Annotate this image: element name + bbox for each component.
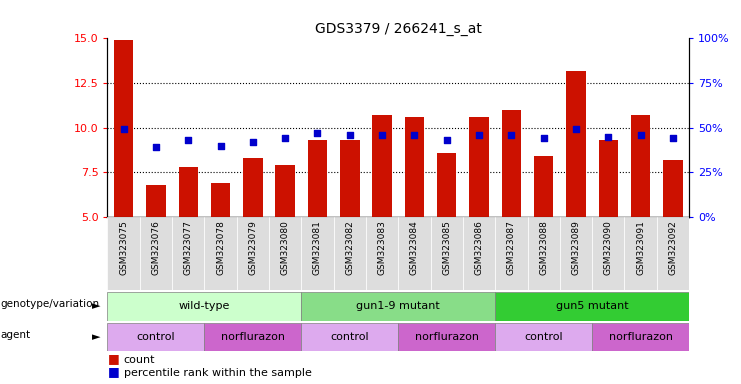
Bar xyxy=(463,217,495,290)
Text: ■: ■ xyxy=(107,365,119,378)
Text: GSM323080: GSM323080 xyxy=(281,220,290,275)
Bar xyxy=(269,217,302,290)
Text: GSM323078: GSM323078 xyxy=(216,220,225,275)
Text: ►: ► xyxy=(92,332,101,342)
Text: GSM323081: GSM323081 xyxy=(313,220,322,275)
Bar xyxy=(205,323,302,351)
Bar xyxy=(107,292,302,321)
Text: genotype/variation: genotype/variation xyxy=(1,299,100,310)
Text: count: count xyxy=(124,355,156,365)
Bar xyxy=(502,110,521,217)
Bar xyxy=(528,217,560,290)
Bar xyxy=(657,217,689,290)
Bar xyxy=(495,217,528,290)
Point xyxy=(150,144,162,151)
Text: GSM323092: GSM323092 xyxy=(668,220,677,275)
Bar xyxy=(236,217,269,290)
Bar xyxy=(599,140,618,217)
Text: control: control xyxy=(330,332,369,342)
Bar xyxy=(308,140,328,217)
Bar xyxy=(592,217,625,290)
Point xyxy=(635,132,647,138)
Text: GSM323091: GSM323091 xyxy=(637,220,645,275)
Bar xyxy=(469,117,489,217)
Bar xyxy=(146,185,165,217)
Bar xyxy=(534,156,554,217)
Point xyxy=(344,132,356,138)
Point xyxy=(570,126,582,132)
Bar xyxy=(625,217,657,290)
Point xyxy=(602,134,614,140)
Text: GSM323090: GSM323090 xyxy=(604,220,613,275)
Bar xyxy=(566,71,585,217)
Text: GSM323082: GSM323082 xyxy=(345,220,354,275)
Point xyxy=(279,135,291,141)
Point xyxy=(667,135,679,141)
Text: GSM323086: GSM323086 xyxy=(474,220,484,275)
Text: GSM323089: GSM323089 xyxy=(571,220,580,275)
Point xyxy=(441,137,453,143)
Bar xyxy=(172,217,205,290)
Bar xyxy=(302,217,333,290)
Bar xyxy=(399,217,431,290)
Text: GSM323084: GSM323084 xyxy=(410,220,419,275)
Bar xyxy=(437,153,456,217)
Point xyxy=(247,139,259,145)
Bar xyxy=(663,160,682,217)
Point xyxy=(408,132,420,138)
Text: norflurazon: norflurazon xyxy=(608,332,673,342)
Bar xyxy=(560,217,592,290)
Text: GSM323088: GSM323088 xyxy=(539,220,548,275)
Bar xyxy=(302,292,495,321)
Bar xyxy=(107,323,205,351)
Text: GSM323087: GSM323087 xyxy=(507,220,516,275)
Bar xyxy=(107,217,140,290)
Bar xyxy=(340,140,359,217)
Text: gun5 mutant: gun5 mutant xyxy=(556,301,628,311)
Bar xyxy=(179,167,198,217)
Text: wild-type: wild-type xyxy=(179,301,230,311)
Point xyxy=(118,126,130,132)
Point xyxy=(215,142,227,149)
Text: gun1-9 mutant: gun1-9 mutant xyxy=(356,301,440,311)
Text: control: control xyxy=(136,332,175,342)
Title: GDS3379 / 266241_s_at: GDS3379 / 266241_s_at xyxy=(315,22,482,36)
Point xyxy=(182,137,194,143)
Bar xyxy=(399,323,495,351)
Point xyxy=(376,132,388,138)
Text: norflurazon: norflurazon xyxy=(415,332,479,342)
Text: GSM323083: GSM323083 xyxy=(378,220,387,275)
Point xyxy=(538,135,550,141)
Bar xyxy=(333,217,366,290)
Bar xyxy=(243,158,262,217)
Bar xyxy=(114,40,133,217)
Text: ►: ► xyxy=(92,301,101,311)
Bar xyxy=(431,217,463,290)
Text: GSM323075: GSM323075 xyxy=(119,220,128,275)
Text: norflurazon: norflurazon xyxy=(221,332,285,342)
Text: control: control xyxy=(525,332,563,342)
Bar xyxy=(302,323,399,351)
Text: GSM323085: GSM323085 xyxy=(442,220,451,275)
Text: agent: agent xyxy=(1,330,31,340)
Bar xyxy=(276,165,295,217)
Text: GSM323079: GSM323079 xyxy=(248,220,257,275)
Bar xyxy=(373,115,392,217)
Point xyxy=(473,132,485,138)
Bar xyxy=(140,217,172,290)
Point xyxy=(311,130,323,136)
Text: percentile rank within the sample: percentile rank within the sample xyxy=(124,368,312,378)
Bar xyxy=(211,183,230,217)
Bar xyxy=(405,117,424,217)
Text: ■: ■ xyxy=(107,352,119,365)
Point xyxy=(505,132,517,138)
Bar xyxy=(495,292,689,321)
Bar xyxy=(592,323,689,351)
Bar xyxy=(631,115,651,217)
Bar xyxy=(495,323,592,351)
Text: GSM323077: GSM323077 xyxy=(184,220,193,275)
Text: GSM323076: GSM323076 xyxy=(151,220,160,275)
Bar xyxy=(205,217,236,290)
Bar xyxy=(366,217,399,290)
